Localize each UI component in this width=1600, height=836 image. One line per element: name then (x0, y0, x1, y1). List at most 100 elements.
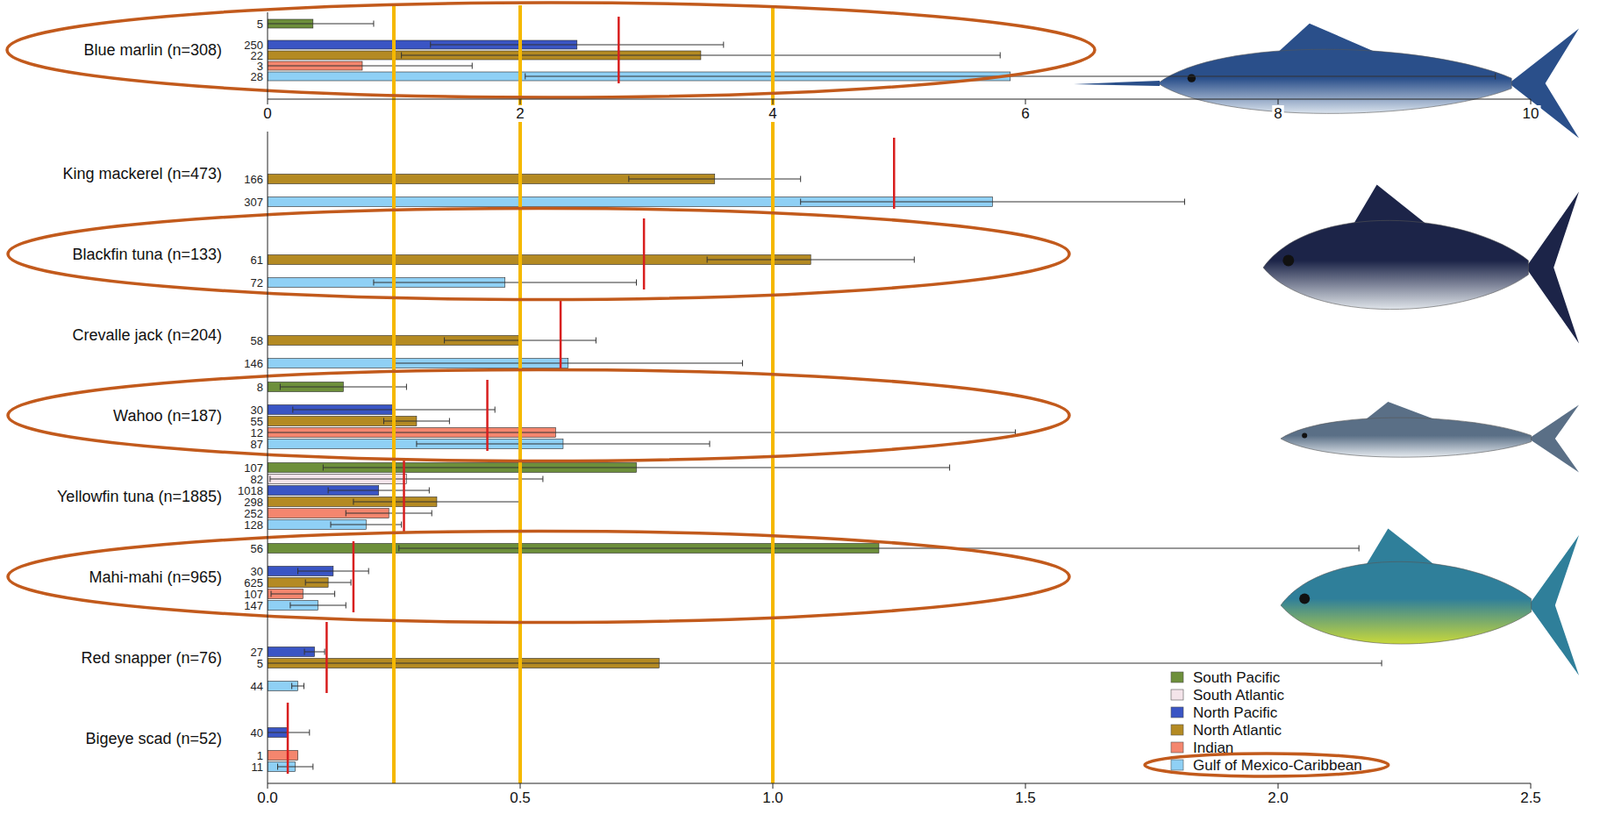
error-line (292, 685, 305, 687)
error-cap (271, 591, 272, 598)
error-cap (542, 476, 543, 483)
texts: 525022328Blue marlin (n=308)024681081075… (57, 17, 1543, 808)
category-label: King mackerel (n=473) (62, 164, 222, 183)
error-bar (393, 360, 743, 367)
label-patch (1518, 789, 1543, 807)
category-label: Blue marlin (n=308) (83, 41, 222, 59)
label-patch (1265, 789, 1291, 807)
error-line (290, 605, 346, 607)
error-line (328, 490, 429, 492)
sample-size: 72 (250, 276, 264, 290)
x-tick (520, 783, 522, 789)
error-bar (290, 602, 346, 609)
x-axis-line (267, 99, 1531, 100)
error-cap (352, 499, 354, 506)
error-cap (443, 337, 445, 344)
error-cap (524, 73, 526, 80)
error-cap (914, 257, 915, 264)
error-cap (312, 764, 314, 771)
error-line (707, 259, 915, 261)
error-bar (305, 579, 351, 586)
error-bar (416, 441, 710, 448)
error-cap (322, 464, 324, 472)
error-cap (383, 418, 385, 425)
error-cap (345, 602, 347, 609)
fish-eye (1301, 432, 1308, 438)
error-bar (298, 568, 370, 575)
legend-label: South Pacific (1192, 669, 1281, 686)
error-bar (279, 384, 407, 391)
error-line (628, 178, 801, 180)
sample-size: 40 (250, 726, 264, 740)
error-cap (1000, 52, 1001, 59)
fish-tail (1528, 535, 1579, 676)
error-cap (372, 279, 374, 286)
x-tick-label: 10 (1522, 105, 1540, 122)
sample-size: 128 (243, 518, 264, 532)
mean-line (325, 621, 329, 693)
error-cap (350, 579, 352, 586)
error-bar (401, 52, 1001, 59)
error-line (270, 478, 543, 480)
error-cap (372, 21, 374, 28)
error-cap (304, 649, 306, 656)
reference-line (518, 5, 522, 784)
error-bar (267, 21, 374, 28)
error-cap (292, 407, 293, 414)
error-cap (345, 510, 347, 517)
error-line (430, 44, 724, 46)
legend-swatch (1171, 689, 1184, 700)
x-tick (267, 99, 269, 105)
error-cap (277, 764, 279, 771)
error-cap (334, 591, 336, 598)
legend: South PacificSouth AtlanticNorth Pacific… (1171, 669, 1363, 774)
error-line (322, 467, 950, 469)
fish-body (1280, 561, 1532, 644)
error-line (298, 571, 370, 572)
error-cap (707, 257, 708, 264)
fish-eye (1299, 593, 1310, 605)
error-cap (800, 176, 801, 183)
legend-label: South Atlantic (1192, 686, 1285, 704)
error-line (373, 282, 637, 284)
fish-eye (1187, 73, 1196, 82)
legend-highlight (1144, 753, 1389, 777)
error-cap (949, 464, 950, 472)
error-cap (368, 568, 370, 575)
error-cap (279, 384, 281, 391)
plot-area (267, 16, 1496, 84)
reference-line (392, 5, 396, 784)
legend-swatch (1171, 707, 1184, 718)
error-cap (628, 176, 629, 183)
error-cap (429, 42, 431, 49)
error-line (393, 363, 743, 365)
sample-size: 146 (243, 357, 264, 371)
error-line (304, 651, 325, 653)
axes (267, 12, 1531, 789)
legend-label: North Pacific (1192, 704, 1279, 722)
mean-line (286, 702, 290, 774)
x-tick-label: 1.5 (1014, 789, 1036, 807)
error-line (279, 386, 407, 388)
error-line (267, 663, 1382, 665)
error-line (399, 548, 1359, 550)
label-patch (261, 105, 273, 122)
error-cap (415, 441, 417, 448)
error-cap (742, 360, 743, 367)
fish-eye (1282, 254, 1294, 266)
error-bar (322, 464, 950, 472)
x-tick (1530, 99, 1532, 105)
mean-line (352, 541, 356, 613)
sample-size: 8 (257, 380, 264, 394)
fish-body (1263, 220, 1529, 309)
error-cap (449, 418, 450, 425)
x-tick-label: 6 (1021, 105, 1029, 122)
legend-swatch (1171, 671, 1184, 683)
category-label: Red snapper (n=76) (80, 649, 222, 667)
x-axis-line (267, 783, 1531, 785)
error-cap (269, 476, 271, 483)
x-tick-label: 2.5 (1520, 789, 1542, 807)
fish-illustration (1280, 528, 1579, 677)
mean-line (617, 16, 621, 84)
error-bar (278, 764, 314, 771)
